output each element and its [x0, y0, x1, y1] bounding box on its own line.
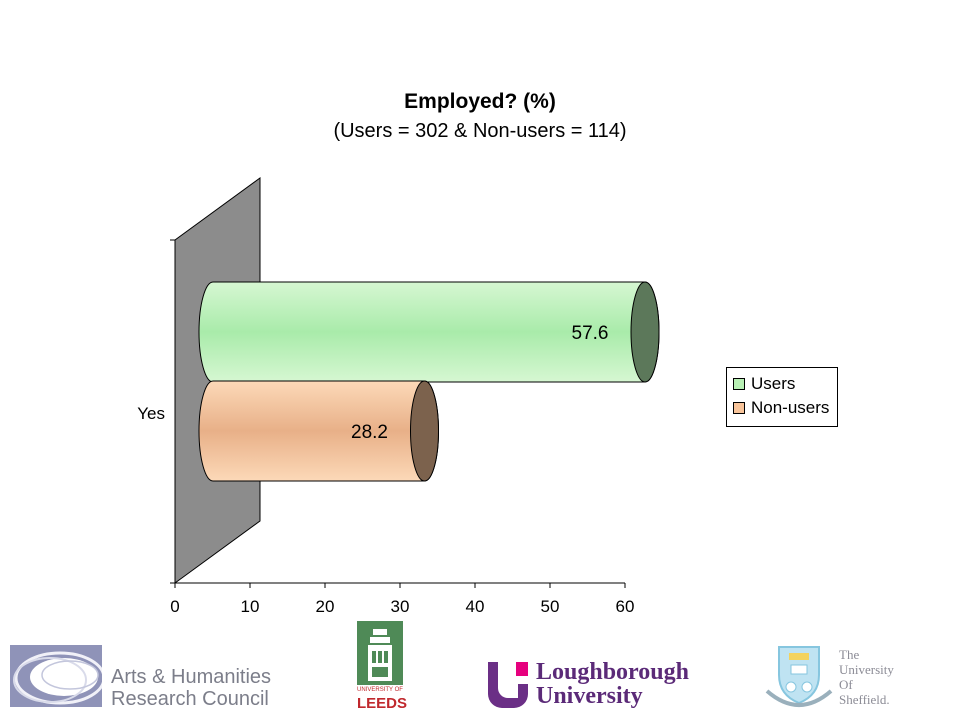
legend-label: Non-users — [751, 398, 830, 417]
sheffield-name-line2: University — [839, 662, 894, 677]
legend-swatch — [733, 378, 745, 390]
x-tick-label: 20 — [316, 597, 335, 615]
sheffield-name-line1: The — [839, 647, 860, 662]
legend-swatch — [733, 402, 745, 414]
bar-end-cap — [410, 380, 439, 482]
logo-strip: Arts & Humanities Research Council UNIVE… — [0, 615, 960, 720]
axes: 0 10 20 30 40 50 60 Yes — [137, 239, 635, 615]
sheffield-name-line4: Sheffield. — [839, 692, 890, 707]
loughborough-name-line2: University — [536, 683, 643, 709]
ahrc-emblem-icon — [10, 645, 106, 707]
leeds-name-line2: LEEDS — [357, 695, 408, 712]
chart: 0 10 20 30 40 50 60 Yes 57.6 28.2 — [137, 177, 660, 615]
data-label: 28.2 — [351, 422, 388, 443]
loughborough-emblem-icon — [488, 662, 528, 708]
chart-subtitle: (Users = 302 & Non-users = 114) — [333, 120, 627, 142]
x-tick-label: 50 — [541, 597, 560, 615]
sheffield-crest-icon — [765, 646, 833, 707]
legend-item: Non-users — [733, 396, 831, 420]
x-tick-label: 30 — [391, 597, 410, 615]
loughborough-name-line1: Loughborough — [536, 659, 689, 685]
ahrc-name-line1: Arts & Humanities — [111, 666, 272, 688]
leeds-logo — [357, 621, 403, 713]
ahrc-logo — [10, 645, 106, 707]
x-tick-label: 0 — [170, 597, 179, 615]
x-tick-label: 60 — [616, 597, 635, 615]
x-tick-label: 10 — [241, 597, 260, 615]
y-category-label: Yes — [137, 404, 165, 423]
data-label: 57.6 — [572, 323, 609, 344]
bar-end-cap — [630, 281, 660, 383]
sheffield-name-line3: Of — [839, 677, 853, 692]
legend: Users Non-users — [726, 367, 838, 427]
legend-item: Users — [733, 372, 831, 396]
labels: 57.6 28.2 — [351, 323, 608, 443]
bars — [198, 281, 660, 482]
sheffield-logo — [765, 643, 833, 715]
bar-non-users — [198, 380, 439, 482]
chart-title: Employed? (%) — [404, 90, 556, 113]
leeds-tower-icon — [357, 621, 403, 713]
leeds-name-line1: UNIVERSITY OF — [357, 687, 403, 693]
ahrc-name-line2: Research Council — [111, 688, 269, 710]
x-tick-label: 40 — [466, 597, 485, 615]
legend-label: Users — [751, 374, 796, 393]
loughborough-logo — [488, 662, 528, 708]
